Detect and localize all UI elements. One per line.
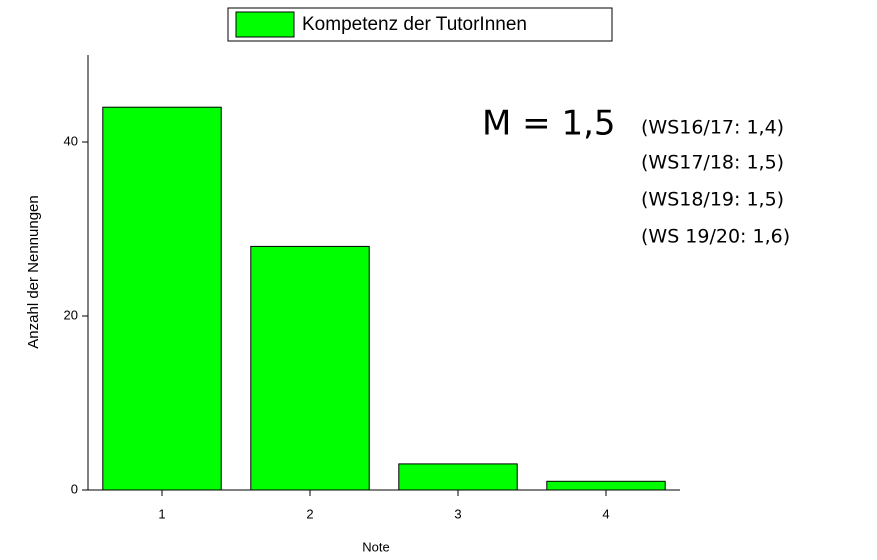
bar bbox=[398, 463, 518, 491]
annotation: (WS 19/20: 1,6) bbox=[641, 226, 790, 248]
x-tick-label: 2 bbox=[306, 506, 313, 521]
x-axis-label: Note bbox=[362, 539, 389, 554]
y-tick-label: 0 bbox=[71, 481, 78, 496]
annotation: (WS17/18: 1,5) bbox=[641, 152, 784, 174]
x-tick-label: 4 bbox=[602, 506, 609, 521]
x-tick-label: 3 bbox=[454, 506, 461, 521]
x-tick-label: 1 bbox=[158, 506, 165, 521]
bar bbox=[250, 245, 370, 491]
annotation: M = 1,5 bbox=[482, 104, 616, 144]
y-tick-label: 20 bbox=[64, 307, 78, 322]
bar bbox=[102, 106, 222, 491]
annotation: (WS18/19: 1,5) bbox=[641, 189, 784, 211]
legend-swatch bbox=[235, 11, 295, 38]
y-tick-label: 40 bbox=[64, 133, 78, 148]
y-axis-label: Anzahl der Nennungen bbox=[25, 195, 42, 348]
annotation: (WS16/17: 1,4) bbox=[641, 117, 784, 139]
bar bbox=[546, 480, 666, 491]
legend-label: Kompetenz der TutorInnen bbox=[302, 14, 527, 35]
